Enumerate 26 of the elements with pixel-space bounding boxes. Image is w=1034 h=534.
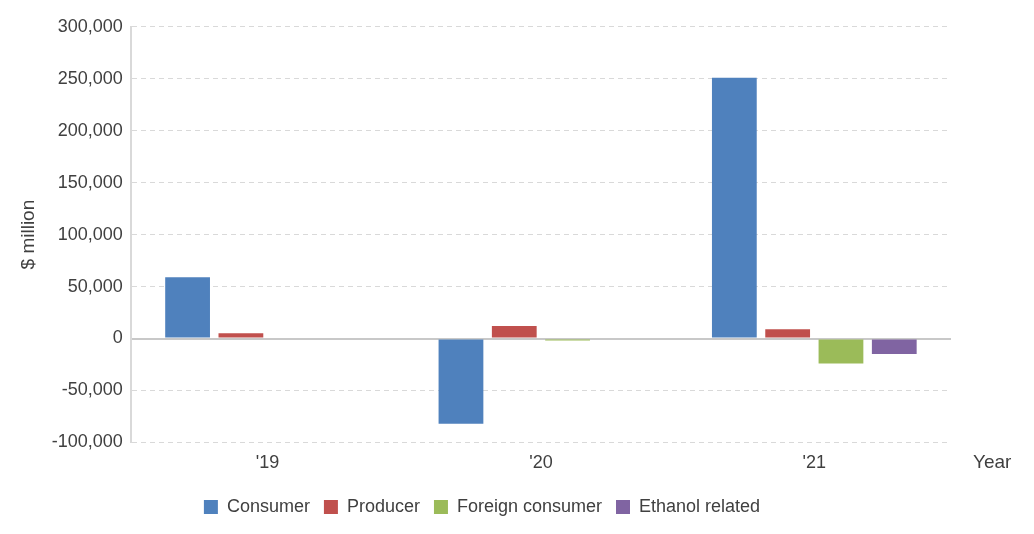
legend-label: Ethanol related [639,495,761,516]
bar [218,333,264,338]
y-tick-label: -100,000 [51,431,123,452]
y-tick-label: 300,000 [57,15,123,36]
legend-label: Foreign consumer [456,495,603,516]
bar [871,339,917,355]
y-tick-label: 250,000 [57,67,123,88]
y-tick-label: 150,000 [57,171,123,192]
y-tick-label: 0 [112,327,123,348]
x-tick-label: '21 [802,452,827,473]
legend-label: Producer [346,495,420,516]
x-axis-title: Year [973,450,1013,472]
y-tick-label: -50,000 [61,379,123,400]
bar [165,277,210,338]
bar [818,339,864,364]
y-tick-label: 200,000 [57,119,123,140]
y-axis-title: $ million [16,199,38,270]
y-tick-label: 50,000 [67,275,123,296]
bar [438,339,484,424]
x-tick-label: '20 [529,452,553,473]
bar [711,77,757,338]
legend-label: Consumer [226,495,310,516]
y-tick-label: 100,000 [57,223,123,244]
bar [765,329,811,338]
x-tick-label: '19 [255,452,280,473]
bar [491,326,537,338]
